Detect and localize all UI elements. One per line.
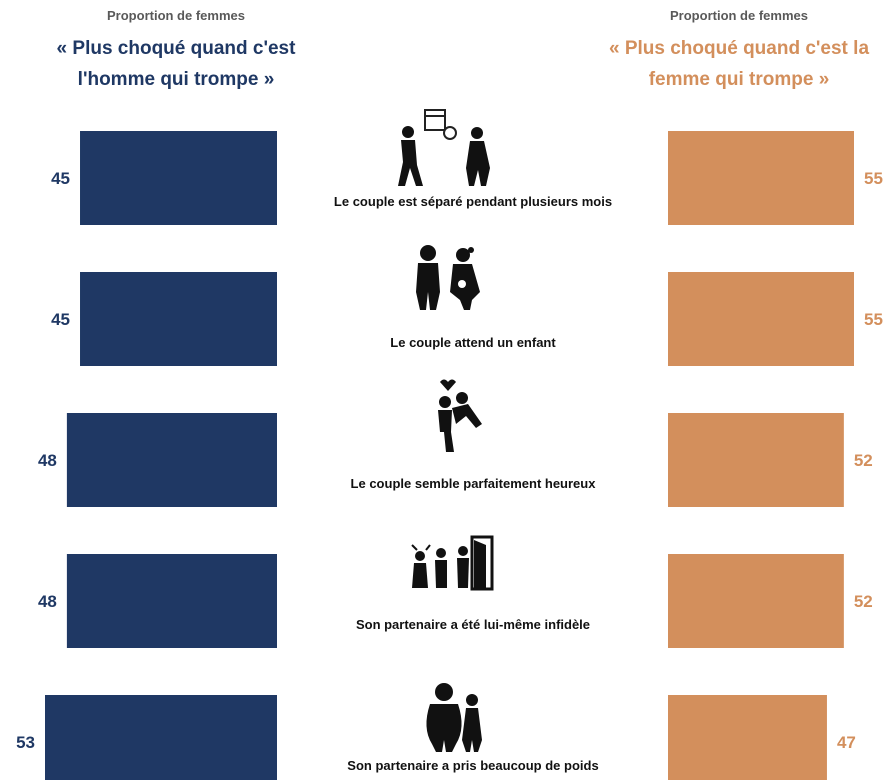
value-label-left-3: 48 (38, 451, 57, 470)
value-label-right-1: 55 (864, 169, 883, 188)
right-title-line1: « Plus choqué quand c'est la (608, 38, 870, 59)
value-label-left-1: 45 (51, 169, 70, 188)
bar-left-1 (80, 131, 278, 225)
bar-right-2 (668, 272, 854, 366)
bar-right-4 (668, 554, 844, 648)
value-label-right-5: 47 (837, 733, 856, 752)
right-title-line2: femme qui trompe » (648, 69, 830, 90)
overweight-partner-icon (426, 683, 482, 752)
right-subtitle: Proportion de femmes (670, 8, 808, 23)
category-label-1: Le couple est séparé pendant plusieurs m… (334, 194, 612, 209)
happy-couple-icon (438, 379, 482, 452)
bar-right-3 (668, 413, 844, 507)
bar-left-3 (66, 413, 277, 507)
category-label-3: Le couple semble parfaitement heureux (351, 476, 597, 491)
left-title: « Plus choqué quand c'est l'homme qui tr… (26, 33, 326, 95)
pregnant-couple-icon (416, 245, 480, 310)
left-subtitle: Proportion de femmes (107, 8, 245, 23)
value-label-left-2: 45 (51, 310, 70, 329)
bar-right-5 (668, 695, 827, 780)
value-label-left-5: 53 (16, 733, 35, 752)
value-label-right-4: 52 (854, 592, 873, 611)
category-label-4: Son partenaire a été lui-même infidèle (356, 617, 590, 632)
value-label-left-4: 48 (38, 592, 57, 611)
category-label-5: Son partenaire a pris beaucoup de poids (347, 758, 598, 773)
calendar-separation-icon (398, 109, 490, 186)
left-title-line2: l'homme qui trompe » (77, 69, 275, 90)
right-header: Proportion de femmes « Plus choqué quand… (580, 8, 888, 95)
cheating-partner-icon (411, 535, 494, 591)
bar-left-5 (45, 695, 277, 780)
right-title: « Plus choqué quand c'est la femme qui t… (580, 33, 888, 95)
value-label-right-3: 52 (854, 451, 873, 470)
left-header: Proportion de femmes « Plus choqué quand… (26, 8, 326, 95)
bar-left-4 (66, 554, 277, 648)
value-label-right-2: 55 (864, 310, 883, 329)
left-title-line1: « Plus choqué quand c'est (56, 38, 296, 59)
bar-left-2 (80, 272, 278, 366)
category-label-2: Le couple attend un enfant (390, 335, 556, 350)
bar-right-1 (668, 131, 854, 225)
